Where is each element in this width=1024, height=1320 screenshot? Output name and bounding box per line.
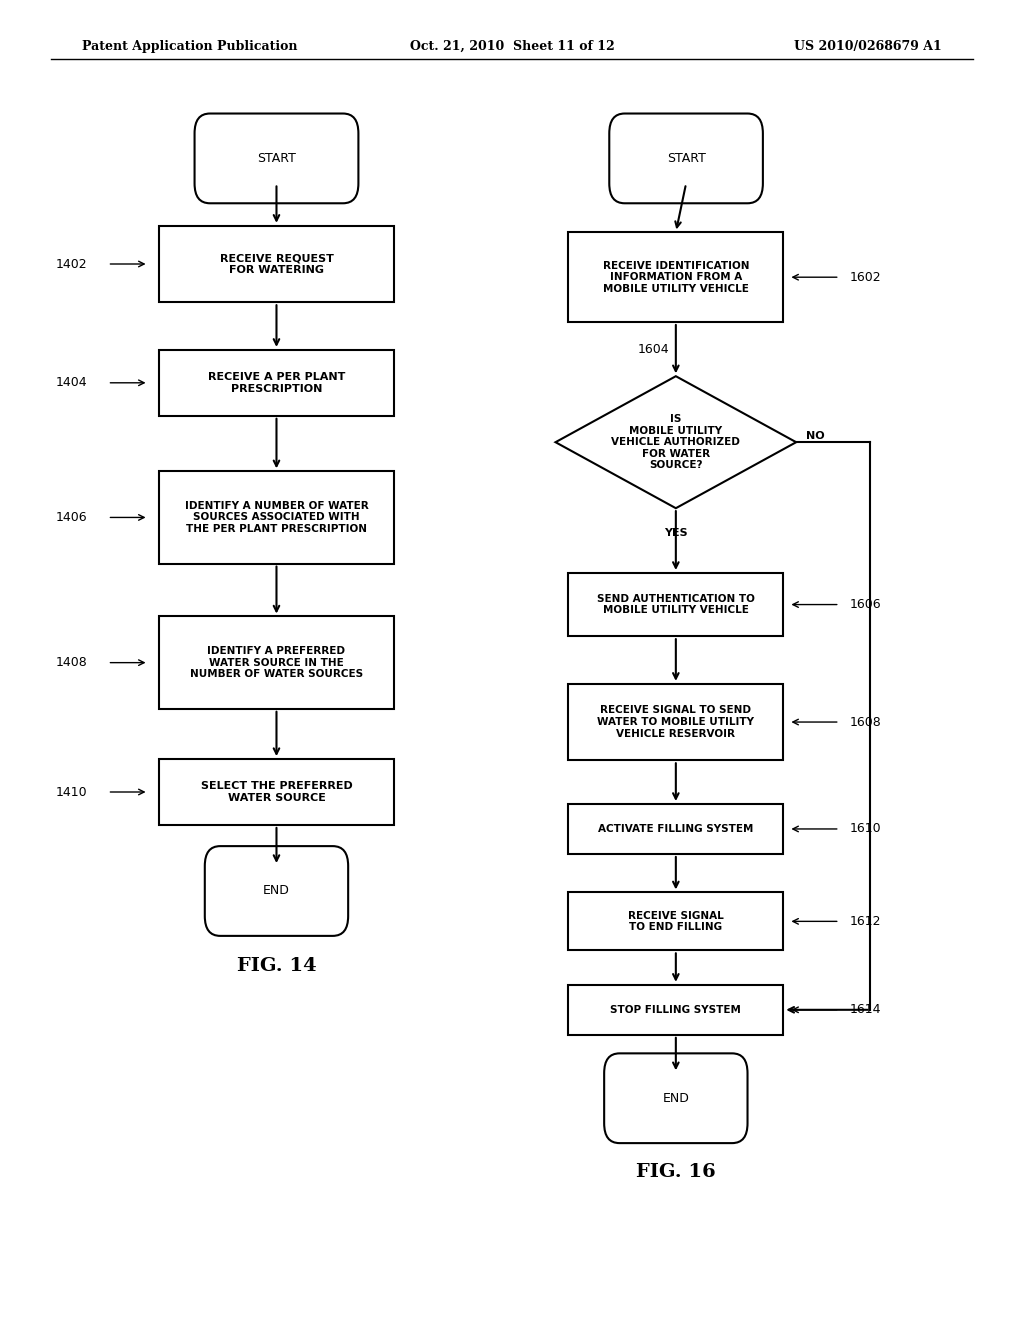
Text: FIG. 16: FIG. 16 <box>636 1163 716 1181</box>
Text: ACTIVATE FILLING SYSTEM: ACTIVATE FILLING SYSTEM <box>598 824 754 834</box>
FancyBboxPatch shape <box>604 1053 748 1143</box>
FancyBboxPatch shape <box>205 846 348 936</box>
Text: END: END <box>263 884 290 898</box>
Text: US 2010/0268679 A1: US 2010/0268679 A1 <box>795 40 942 53</box>
Text: 1606: 1606 <box>850 598 882 611</box>
Text: IDENTIFY A NUMBER OF WATER
SOURCES ASSOCIATED WITH
THE PER PLANT PRESCRIPTION: IDENTIFY A NUMBER OF WATER SOURCES ASSOC… <box>184 500 369 535</box>
FancyBboxPatch shape <box>609 114 763 203</box>
Text: START: START <box>667 152 706 165</box>
Text: YES: YES <box>664 528 688 539</box>
Text: 1608: 1608 <box>850 715 882 729</box>
FancyBboxPatch shape <box>195 114 358 203</box>
Text: 1410: 1410 <box>55 785 87 799</box>
Text: FIG. 14: FIG. 14 <box>237 957 316 975</box>
Text: SELECT THE PREFERRED
WATER SOURCE: SELECT THE PREFERRED WATER SOURCE <box>201 781 352 803</box>
Text: 1402: 1402 <box>55 257 87 271</box>
Text: START: START <box>257 152 296 165</box>
FancyBboxPatch shape <box>159 350 394 416</box>
Text: RECEIVE REQUEST
FOR WATERING: RECEIVE REQUEST FOR WATERING <box>219 253 334 275</box>
Text: NO: NO <box>807 430 825 441</box>
Text: Patent Application Publication: Patent Application Publication <box>82 40 297 53</box>
Polygon shape <box>555 376 797 508</box>
Text: SEND AUTHENTICATION TO
MOBILE UTILITY VEHICLE: SEND AUTHENTICATION TO MOBILE UTILITY VE… <box>597 594 755 615</box>
Text: RECEIVE IDENTIFICATION
INFORMATION FROM A
MOBILE UTILITY VEHICLE: RECEIVE IDENTIFICATION INFORMATION FROM … <box>602 260 750 294</box>
Text: IDENTIFY A PREFERRED
WATER SOURCE IN THE
NUMBER OF WATER SOURCES: IDENTIFY A PREFERRED WATER SOURCE IN THE… <box>189 645 364 680</box>
Text: 1612: 1612 <box>850 915 882 928</box>
FancyBboxPatch shape <box>568 232 783 322</box>
Text: 1610: 1610 <box>850 822 882 836</box>
FancyBboxPatch shape <box>568 573 783 636</box>
Text: 1614: 1614 <box>850 1003 882 1016</box>
Text: 1406: 1406 <box>55 511 87 524</box>
FancyBboxPatch shape <box>568 684 783 760</box>
Text: 1602: 1602 <box>850 271 882 284</box>
Text: 1604: 1604 <box>637 343 669 356</box>
FancyBboxPatch shape <box>568 804 783 854</box>
Text: STOP FILLING SYSTEM: STOP FILLING SYSTEM <box>610 1005 741 1015</box>
FancyBboxPatch shape <box>568 892 783 950</box>
FancyBboxPatch shape <box>159 471 394 564</box>
Text: 1408: 1408 <box>55 656 87 669</box>
Text: 1404: 1404 <box>55 376 87 389</box>
Text: RECEIVE SIGNAL TO SEND
WATER TO MOBILE UTILITY
VEHICLE RESERVOIR: RECEIVE SIGNAL TO SEND WATER TO MOBILE U… <box>597 705 755 739</box>
FancyBboxPatch shape <box>159 759 394 825</box>
Text: Oct. 21, 2010  Sheet 11 of 12: Oct. 21, 2010 Sheet 11 of 12 <box>410 40 614 53</box>
Text: IS
MOBILE UTILITY
VEHICLE AUTHORIZED
FOR WATER
SOURCE?: IS MOBILE UTILITY VEHICLE AUTHORIZED FOR… <box>611 414 740 470</box>
Text: RECEIVE SIGNAL
TO END FILLING: RECEIVE SIGNAL TO END FILLING <box>628 911 724 932</box>
Text: RECEIVE A PER PLANT
PRESCRIPTION: RECEIVE A PER PLANT PRESCRIPTION <box>208 372 345 393</box>
FancyBboxPatch shape <box>568 985 783 1035</box>
FancyBboxPatch shape <box>159 226 394 302</box>
Text: END: END <box>663 1092 689 1105</box>
FancyBboxPatch shape <box>159 616 394 709</box>
